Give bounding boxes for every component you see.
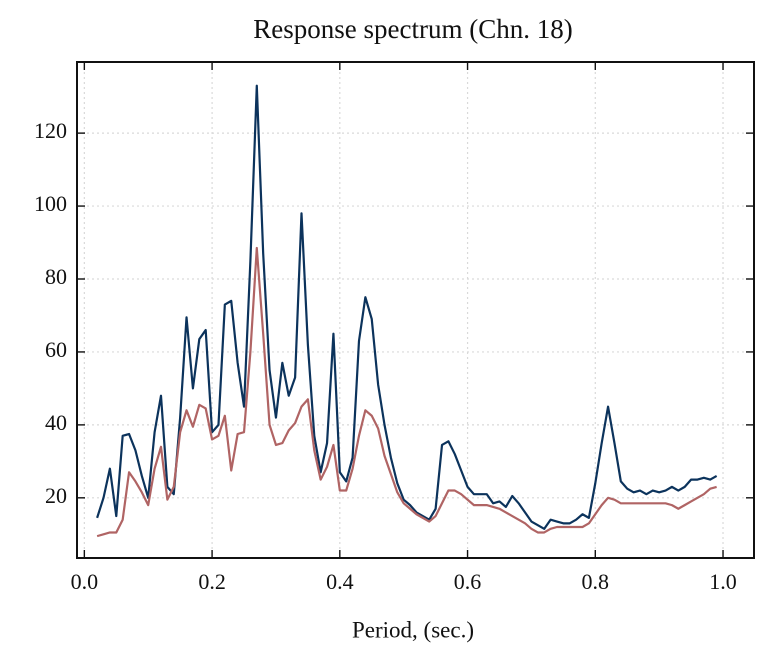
x-tick-label: 0.8 bbox=[582, 569, 610, 594]
y-tick-label: 120 bbox=[34, 118, 67, 143]
x-tick-label: 0.6 bbox=[454, 569, 482, 594]
y-tick-label: 100 bbox=[34, 191, 67, 216]
x-tick-label: 0.0 bbox=[71, 569, 99, 594]
x-tick-label: 0.2 bbox=[198, 569, 226, 594]
y-tick-label: 80 bbox=[45, 264, 67, 289]
plot-frame bbox=[76, 61, 755, 559]
chart-title: Response spectrum (Chn. 18) bbox=[253, 14, 572, 44]
data-line bbox=[96, 84, 718, 530]
y-tick-label: 60 bbox=[45, 337, 67, 362]
x-tick-label: 1.0 bbox=[709, 569, 737, 594]
y-tick-label: 40 bbox=[45, 410, 67, 435]
x-axis-label: Period, (sec.) bbox=[352, 617, 474, 642]
data-line bbox=[96, 246, 717, 538]
y-tick-label: 20 bbox=[45, 483, 67, 508]
x-tick-label: 0.4 bbox=[326, 569, 354, 594]
